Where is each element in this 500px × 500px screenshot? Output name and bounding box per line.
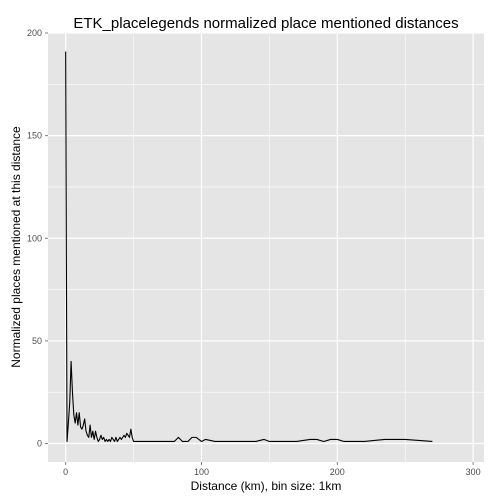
y-axis: 0 50 100 150 200	[27, 28, 48, 449]
plot-panel	[48, 33, 484, 462]
x-tick-label: 200	[330, 467, 345, 477]
x-axis-label: Distance (km), bin size: 1km	[191, 479, 342, 493]
y-tick-label: 200	[27, 28, 42, 38]
series-layer	[65, 51, 433, 443]
chart-title: ETK_placelegends normalized place mentio…	[73, 15, 458, 32]
minor-gridlines	[48, 33, 484, 462]
y-tick-label: 100	[27, 233, 42, 243]
x-axis: 0 100 200 300	[63, 462, 481, 477]
y-axis-label: Normalized places mentioned at this dist…	[9, 126, 23, 368]
series-line	[65, 51, 433, 443]
y-tick-label: 150	[27, 131, 42, 141]
major-gridlines	[48, 32, 484, 462]
x-tick-label: 300	[466, 467, 481, 477]
x-tick-label: 100	[194, 467, 209, 477]
y-tick-label: 0	[37, 439, 42, 449]
x-tick-label: 0	[63, 467, 68, 477]
y-tick-label: 50	[32, 336, 42, 346]
